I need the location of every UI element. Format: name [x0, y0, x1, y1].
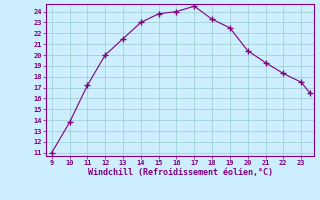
X-axis label: Windchill (Refroidissement éolien,°C): Windchill (Refroidissement éolien,°C) [87, 168, 273, 177]
